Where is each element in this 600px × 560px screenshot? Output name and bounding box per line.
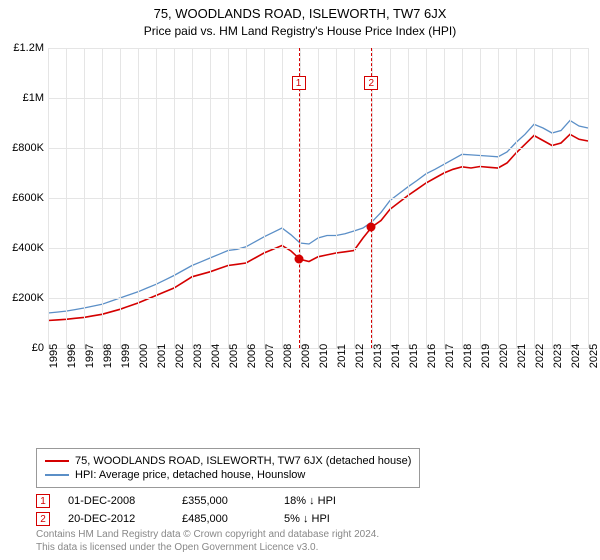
gridline-v: [156, 48, 157, 348]
marker-box: 2: [364, 76, 378, 90]
xtick-label: 2009: [300, 344, 312, 368]
gridline-v: [264, 48, 265, 348]
legend-label: 75, WOODLANDS ROAD, ISLEWORTH, TW7 6JX (…: [75, 455, 411, 467]
gridline-v: [84, 48, 85, 348]
xtick-label: 2019: [480, 344, 492, 368]
xtick-label: 2023: [552, 344, 564, 368]
legend: 75, WOODLANDS ROAD, ISLEWORTH, TW7 6JX (…: [36, 448, 420, 488]
gridline-v: [48, 48, 49, 348]
gridline-v: [516, 48, 517, 348]
legend-label: HPI: Average price, detached house, Houn…: [75, 469, 305, 481]
legend-row: 75, WOODLANDS ROAD, ISLEWORTH, TW7 6JX (…: [45, 454, 411, 468]
gridline-v: [138, 48, 139, 348]
gridline-v: [390, 48, 391, 348]
xtick-label: 2016: [426, 344, 438, 368]
gridline-v: [318, 48, 319, 348]
gridline-v: [498, 48, 499, 348]
price-row: 2 20-DEC-2012 £485,000 5% ↓ HPI: [36, 510, 384, 528]
legend-row: HPI: Average price, detached house, Houn…: [45, 468, 411, 482]
xtick-label: 2021: [516, 344, 528, 368]
price-row-price: £485,000: [182, 513, 266, 525]
xtick-label: 2003: [192, 344, 204, 368]
ytick-label: £800K: [12, 142, 44, 154]
ytick-label: £200K: [12, 292, 44, 304]
ytick-label: £400K: [12, 242, 44, 254]
price-row-date: 01-DEC-2008: [68, 495, 164, 507]
xtick-label: 1995: [48, 344, 60, 368]
xtick-label: 1997: [84, 344, 96, 368]
gridline-v: [588, 48, 589, 348]
xtick-label: 1999: [120, 344, 132, 368]
gridline-v: [66, 48, 67, 348]
gridline-v: [120, 48, 121, 348]
xtick-label: 2015: [408, 344, 420, 368]
xtick-label: 2018: [462, 344, 474, 368]
marker-dot: [294, 255, 303, 264]
xtick-label: 2006: [246, 344, 258, 368]
chart-area: 12 £0£200K£400K£600K£800K£1M£1.2M1995199…: [0, 42, 600, 412]
gridline-v: [462, 48, 463, 348]
gridline-v: [282, 48, 283, 348]
gridline-v: [444, 48, 445, 348]
attribution-line2: This data is licensed under the Open Gov…: [36, 541, 379, 554]
gridline-v: [408, 48, 409, 348]
xtick-label: 2012: [354, 344, 366, 368]
xtick-label: 2017: [444, 344, 456, 368]
xtick-label: 2024: [570, 344, 582, 368]
gridline-v: [174, 48, 175, 348]
legend-swatch: [45, 460, 69, 462]
price-row-date: 20-DEC-2012: [68, 513, 164, 525]
xtick-label: 2001: [156, 344, 168, 368]
price-row-price: £355,000: [182, 495, 266, 507]
xtick-label: 2014: [390, 344, 402, 368]
gridline-v: [480, 48, 481, 348]
gridline-v: [570, 48, 571, 348]
ytick-label: £600K: [12, 192, 44, 204]
xtick-label: 2025: [588, 344, 600, 368]
price-row-marker: 2: [36, 512, 50, 526]
ytick-label: £1.2M: [13, 42, 44, 54]
marker-box: 1: [292, 76, 306, 90]
price-row: 1 01-DEC-2008 £355,000 18% ↓ HPI: [36, 492, 384, 510]
gridline-v: [552, 48, 553, 348]
xtick-label: 2013: [372, 344, 384, 368]
xtick-label: 1998: [102, 344, 114, 368]
xtick-label: 2022: [534, 344, 546, 368]
xtick-label: 2010: [318, 344, 330, 368]
gridline-v: [228, 48, 229, 348]
chart-title: 75, WOODLANDS ROAD, ISLEWORTH, TW7 6JX: [0, 0, 600, 21]
marker-vline: [299, 48, 300, 348]
gridline-v: [336, 48, 337, 348]
xtick-label: 2004: [210, 344, 222, 368]
gridline-v: [354, 48, 355, 348]
xtick-label: 2005: [228, 344, 240, 368]
price-table: 1 01-DEC-2008 £355,000 18% ↓ HPI 2 20-DEC-201…: [36, 492, 384, 528]
attribution: Contains HM Land Registry data © Crown c…: [36, 528, 379, 554]
plot-area: 12: [48, 48, 588, 348]
gridline-v: [534, 48, 535, 348]
xtick-label: 2020: [498, 344, 510, 368]
ytick-label: £1M: [23, 92, 44, 104]
legend-swatch: [45, 474, 69, 476]
xtick-label: 2000: [138, 344, 150, 368]
ytick-label: £0: [32, 342, 44, 354]
gridline-v: [246, 48, 247, 348]
xtick-label: 1996: [66, 344, 78, 368]
gridline-v: [192, 48, 193, 348]
price-row-delta: 18% ↓ HPI: [284, 495, 384, 507]
attribution-line1: Contains HM Land Registry data © Crown c…: [36, 528, 379, 541]
xtick-label: 2011: [336, 344, 348, 368]
xtick-label: 2008: [282, 344, 294, 368]
xtick-label: 2002: [174, 344, 186, 368]
chart-subtitle: Price paid vs. HM Land Registry's House …: [0, 21, 600, 42]
marker-vline: [371, 48, 372, 348]
xtick-label: 2007: [264, 344, 276, 368]
price-row-marker: 1: [36, 494, 50, 508]
price-row-delta: 5% ↓ HPI: [284, 513, 384, 525]
gridline-v: [426, 48, 427, 348]
gridline-v: [210, 48, 211, 348]
gridline-v: [102, 48, 103, 348]
marker-dot: [367, 222, 376, 231]
gridline-v: [300, 48, 301, 348]
